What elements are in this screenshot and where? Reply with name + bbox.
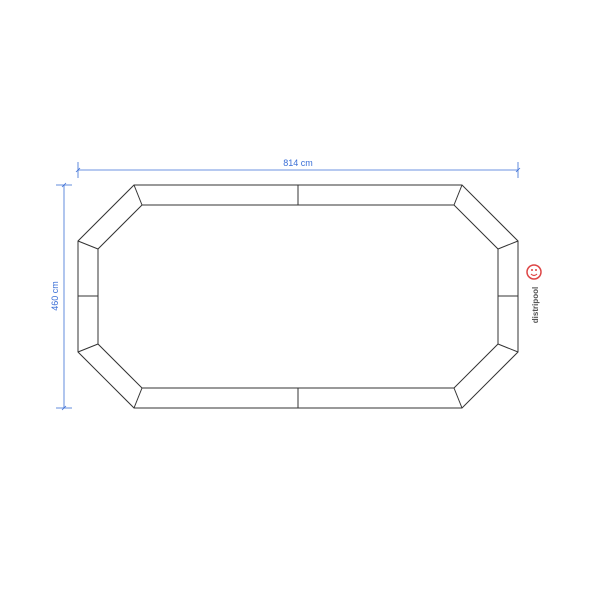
pool-frame-inner: [98, 205, 498, 388]
drawing-canvas: 814 cm 460 cm: [0, 0, 600, 600]
dimension-height-label: 460 cm: [50, 281, 60, 311]
pool-frame-outer: [78, 185, 518, 408]
dimension-top: 814 cm: [76, 158, 520, 178]
frame-segment-joints: [78, 185, 518, 408]
brand-label: distripool: [531, 287, 540, 323]
brand-logo-icon: [527, 265, 541, 279]
diagram-svg: 814 cm 460 cm: [0, 0, 600, 600]
brand-mark: distripool: [527, 265, 541, 323]
dimension-left: 460 cm: [50, 183, 72, 410]
dimension-width-label: 814 cm: [283, 158, 313, 168]
